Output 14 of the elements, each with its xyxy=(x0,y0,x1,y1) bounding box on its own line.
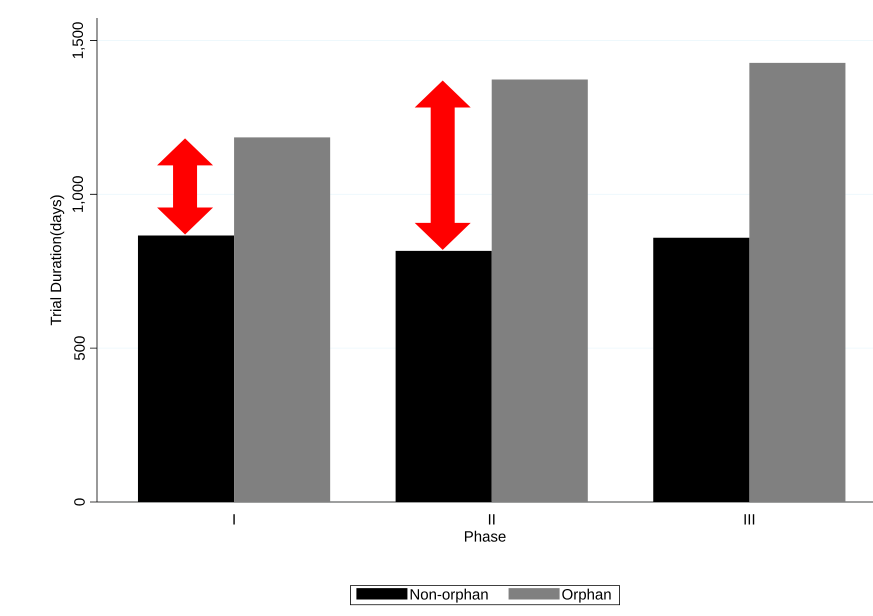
y-tick-label: 1,000 xyxy=(72,176,85,212)
x-tick-label: III xyxy=(744,514,754,525)
y-tick-label: 0 xyxy=(74,498,85,506)
x-axis-title: Phase xyxy=(464,530,506,542)
bar xyxy=(492,80,588,502)
legend-label: Orphan xyxy=(562,588,611,603)
y-tick-label: 500 xyxy=(74,336,85,360)
y-tick-label: 1,500 xyxy=(72,22,85,58)
y-axis-title: Trial Duration(days) xyxy=(50,195,64,326)
bar xyxy=(749,62,846,502)
x-tick-label: II xyxy=(488,514,494,525)
bar xyxy=(234,137,330,502)
legend-label: Non-orphan xyxy=(410,588,488,603)
x-tick-label: I xyxy=(233,514,235,525)
